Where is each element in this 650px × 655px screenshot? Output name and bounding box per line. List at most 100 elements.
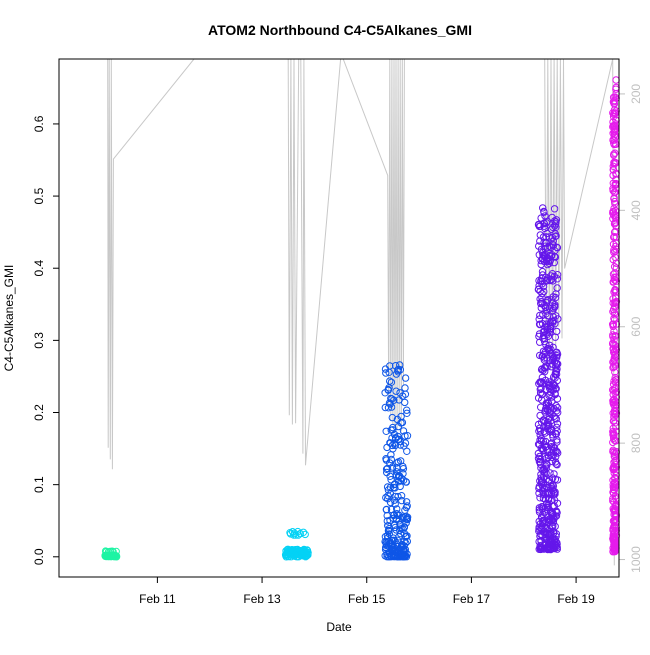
series-3 bbox=[534, 204, 562, 554]
data-point bbox=[299, 528, 308, 536]
data-points-layer bbox=[101, 76, 621, 561]
data-point bbox=[550, 470, 558, 478]
x-tick-label: Feb 19 bbox=[557, 592, 595, 606]
data-point bbox=[611, 464, 619, 472]
data-point bbox=[396, 361, 404, 369]
data-point bbox=[551, 301, 559, 309]
data-point bbox=[392, 387, 400, 395]
data-point bbox=[403, 532, 411, 540]
right-tick-label: 400 bbox=[629, 200, 643, 220]
data-point bbox=[553, 275, 562, 283]
data-point bbox=[549, 343, 557, 351]
data-point bbox=[611, 299, 619, 307]
data-point bbox=[553, 438, 561, 446]
data-point bbox=[387, 403, 396, 411]
data-point bbox=[388, 395, 396, 403]
data-point bbox=[401, 390, 410, 398]
data-point bbox=[553, 423, 561, 431]
data-point bbox=[611, 389, 619, 397]
data-point bbox=[388, 441, 397, 450]
y-tick-label: 0.5 bbox=[32, 187, 46, 204]
data-point bbox=[609, 320, 618, 328]
data-point bbox=[553, 327, 561, 336]
data-point bbox=[304, 548, 312, 557]
data-point bbox=[554, 408, 562, 417]
data-point bbox=[547, 388, 555, 396]
data-point bbox=[553, 508, 561, 517]
data-point bbox=[391, 500, 399, 508]
data-point bbox=[384, 492, 392, 500]
data-point bbox=[546, 319, 554, 327]
data-point bbox=[611, 276, 619, 284]
data-point bbox=[538, 478, 546, 486]
data-point bbox=[551, 253, 560, 261]
data-point bbox=[553, 244, 562, 252]
data-point bbox=[385, 530, 393, 538]
data-point bbox=[548, 431, 557, 439]
data-point bbox=[538, 289, 546, 298]
data-point bbox=[549, 277, 557, 285]
data-point bbox=[542, 362, 550, 370]
data-point bbox=[387, 455, 395, 464]
data-point bbox=[402, 552, 410, 560]
data-point bbox=[294, 527, 302, 536]
y-tick-label: 0.1 bbox=[32, 476, 46, 493]
data-point bbox=[542, 469, 550, 477]
data-point bbox=[610, 160, 618, 168]
data-point bbox=[387, 378, 396, 386]
data-point bbox=[396, 366, 404, 374]
data-point bbox=[390, 396, 398, 404]
data-point bbox=[611, 362, 619, 370]
data-point bbox=[382, 369, 390, 377]
pressure-trace-line bbox=[107, 58, 615, 566]
data-point bbox=[612, 531, 621, 539]
data-point bbox=[394, 368, 402, 376]
y-tick-label: 0.4 bbox=[32, 260, 46, 277]
chart-title: ATOM2 Northbound C4-C5Alkanes_GMI bbox=[208, 22, 472, 38]
right-tick-label: 800 bbox=[629, 433, 643, 453]
data-point bbox=[611, 149, 619, 157]
data-point bbox=[553, 476, 562, 484]
data-point bbox=[396, 437, 404, 446]
data-point bbox=[548, 481, 557, 489]
data-point bbox=[387, 476, 395, 484]
y-tick-label: 0.3 bbox=[32, 332, 46, 349]
data-point bbox=[535, 452, 544, 461]
data-point bbox=[392, 370, 401, 378]
data-point bbox=[395, 435, 403, 444]
data-point bbox=[611, 227, 619, 236]
data-point bbox=[399, 465, 408, 473]
right-tick-label: 600 bbox=[629, 316, 643, 336]
data-point bbox=[611, 316, 619, 324]
data-point bbox=[382, 427, 390, 435]
data-point bbox=[396, 441, 405, 449]
data-point bbox=[612, 320, 621, 328]
data-point bbox=[403, 502, 411, 510]
data-point bbox=[543, 217, 551, 226]
data-point bbox=[286, 530, 295, 538]
data-point bbox=[553, 545, 561, 553]
data-point bbox=[552, 512, 560, 521]
data-point bbox=[611, 188, 619, 197]
data-point bbox=[386, 498, 395, 507]
data-point bbox=[398, 496, 406, 505]
data-point bbox=[553, 404, 562, 412]
data-point bbox=[550, 316, 558, 324]
data-point bbox=[304, 551, 312, 559]
data-point bbox=[548, 398, 556, 406]
series-4 bbox=[609, 76, 621, 556]
y-tick-label: 0.2 bbox=[32, 404, 46, 421]
data-point bbox=[112, 547, 120, 556]
data-point bbox=[553, 461, 561, 469]
data-point bbox=[553, 499, 562, 507]
data-point bbox=[543, 229, 551, 238]
data-point bbox=[538, 267, 547, 276]
data-point bbox=[553, 271, 562, 279]
data-point bbox=[552, 232, 560, 240]
data-point bbox=[610, 150, 618, 158]
data-point bbox=[399, 427, 408, 435]
data-point bbox=[543, 244, 552, 252]
data-point bbox=[542, 464, 550, 472]
data-point bbox=[396, 482, 404, 491]
data-point bbox=[610, 327, 618, 335]
